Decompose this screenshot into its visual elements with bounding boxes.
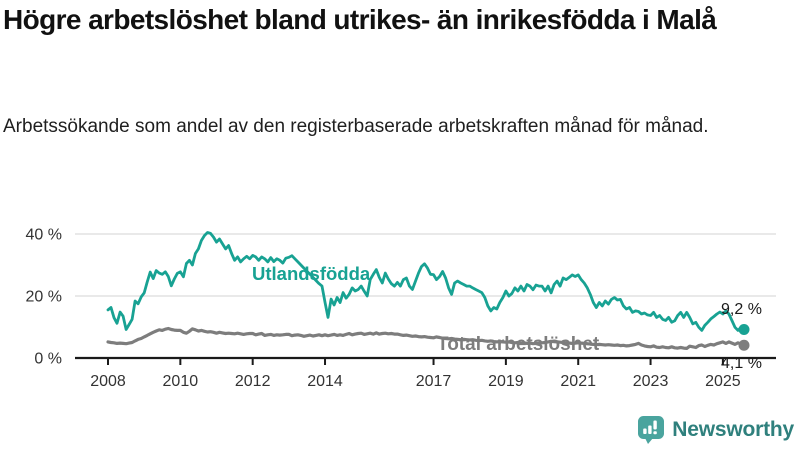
x-axis-tick-label: 2025 (705, 373, 741, 390)
end-value-label-total: 4,1 % (721, 355, 762, 372)
series-end-dot-total (738, 339, 750, 351)
page-subtitle: Arbetssökande som andel av den registerb… (3, 116, 709, 137)
series-label-utlandsfodda: Utlandsfödda (252, 263, 371, 284)
newsworthy-logo-icon (637, 415, 665, 444)
brand-footer: Newsworthy (637, 415, 794, 444)
page-title: Högre arbetslöshet bland utrikes- än inr… (3, 4, 717, 35)
y-axis-tick-label: 20 % (26, 289, 62, 306)
x-axis-tick-label: 2010 (163, 373, 199, 390)
x-axis-tick-label: 2014 (307, 373, 343, 390)
y-axis-tick-label: 0 % (34, 351, 62, 368)
series-end-dot-utlandsfodda (738, 323, 750, 335)
line-chart-canvas: 0 % 20 % 40 % 2008 2010 2012 2014 2017 2019 2021 2… (26, 227, 776, 390)
x-axis-tick-label: 2008 (90, 373, 126, 390)
x-axis-tick-label: 2023 (633, 373, 669, 390)
brand-name: Newsworthy (672, 417, 794, 441)
series-line-utlandsfodda (106, 231, 746, 332)
y-axis-tick-label: 40 % (26, 227, 62, 244)
end-value-label-utlandsfodda: 9,2 % (721, 301, 762, 318)
x-axis-tick-label: 2021 (560, 373, 596, 390)
series-label-total: Total arbetslöshet (437, 334, 600, 355)
x-axis-tick-label: 2019 (488, 373, 524, 390)
unemployment-line-chart: 0 % 20 % 40 % 2008 2010 2012 2014 2017 2019 2021 2… (0, 210, 800, 410)
x-axis-tick-label: 2017 (416, 373, 452, 390)
series-line-total (106, 326, 746, 350)
x-axis-tick-label: 2012 (235, 373, 271, 390)
